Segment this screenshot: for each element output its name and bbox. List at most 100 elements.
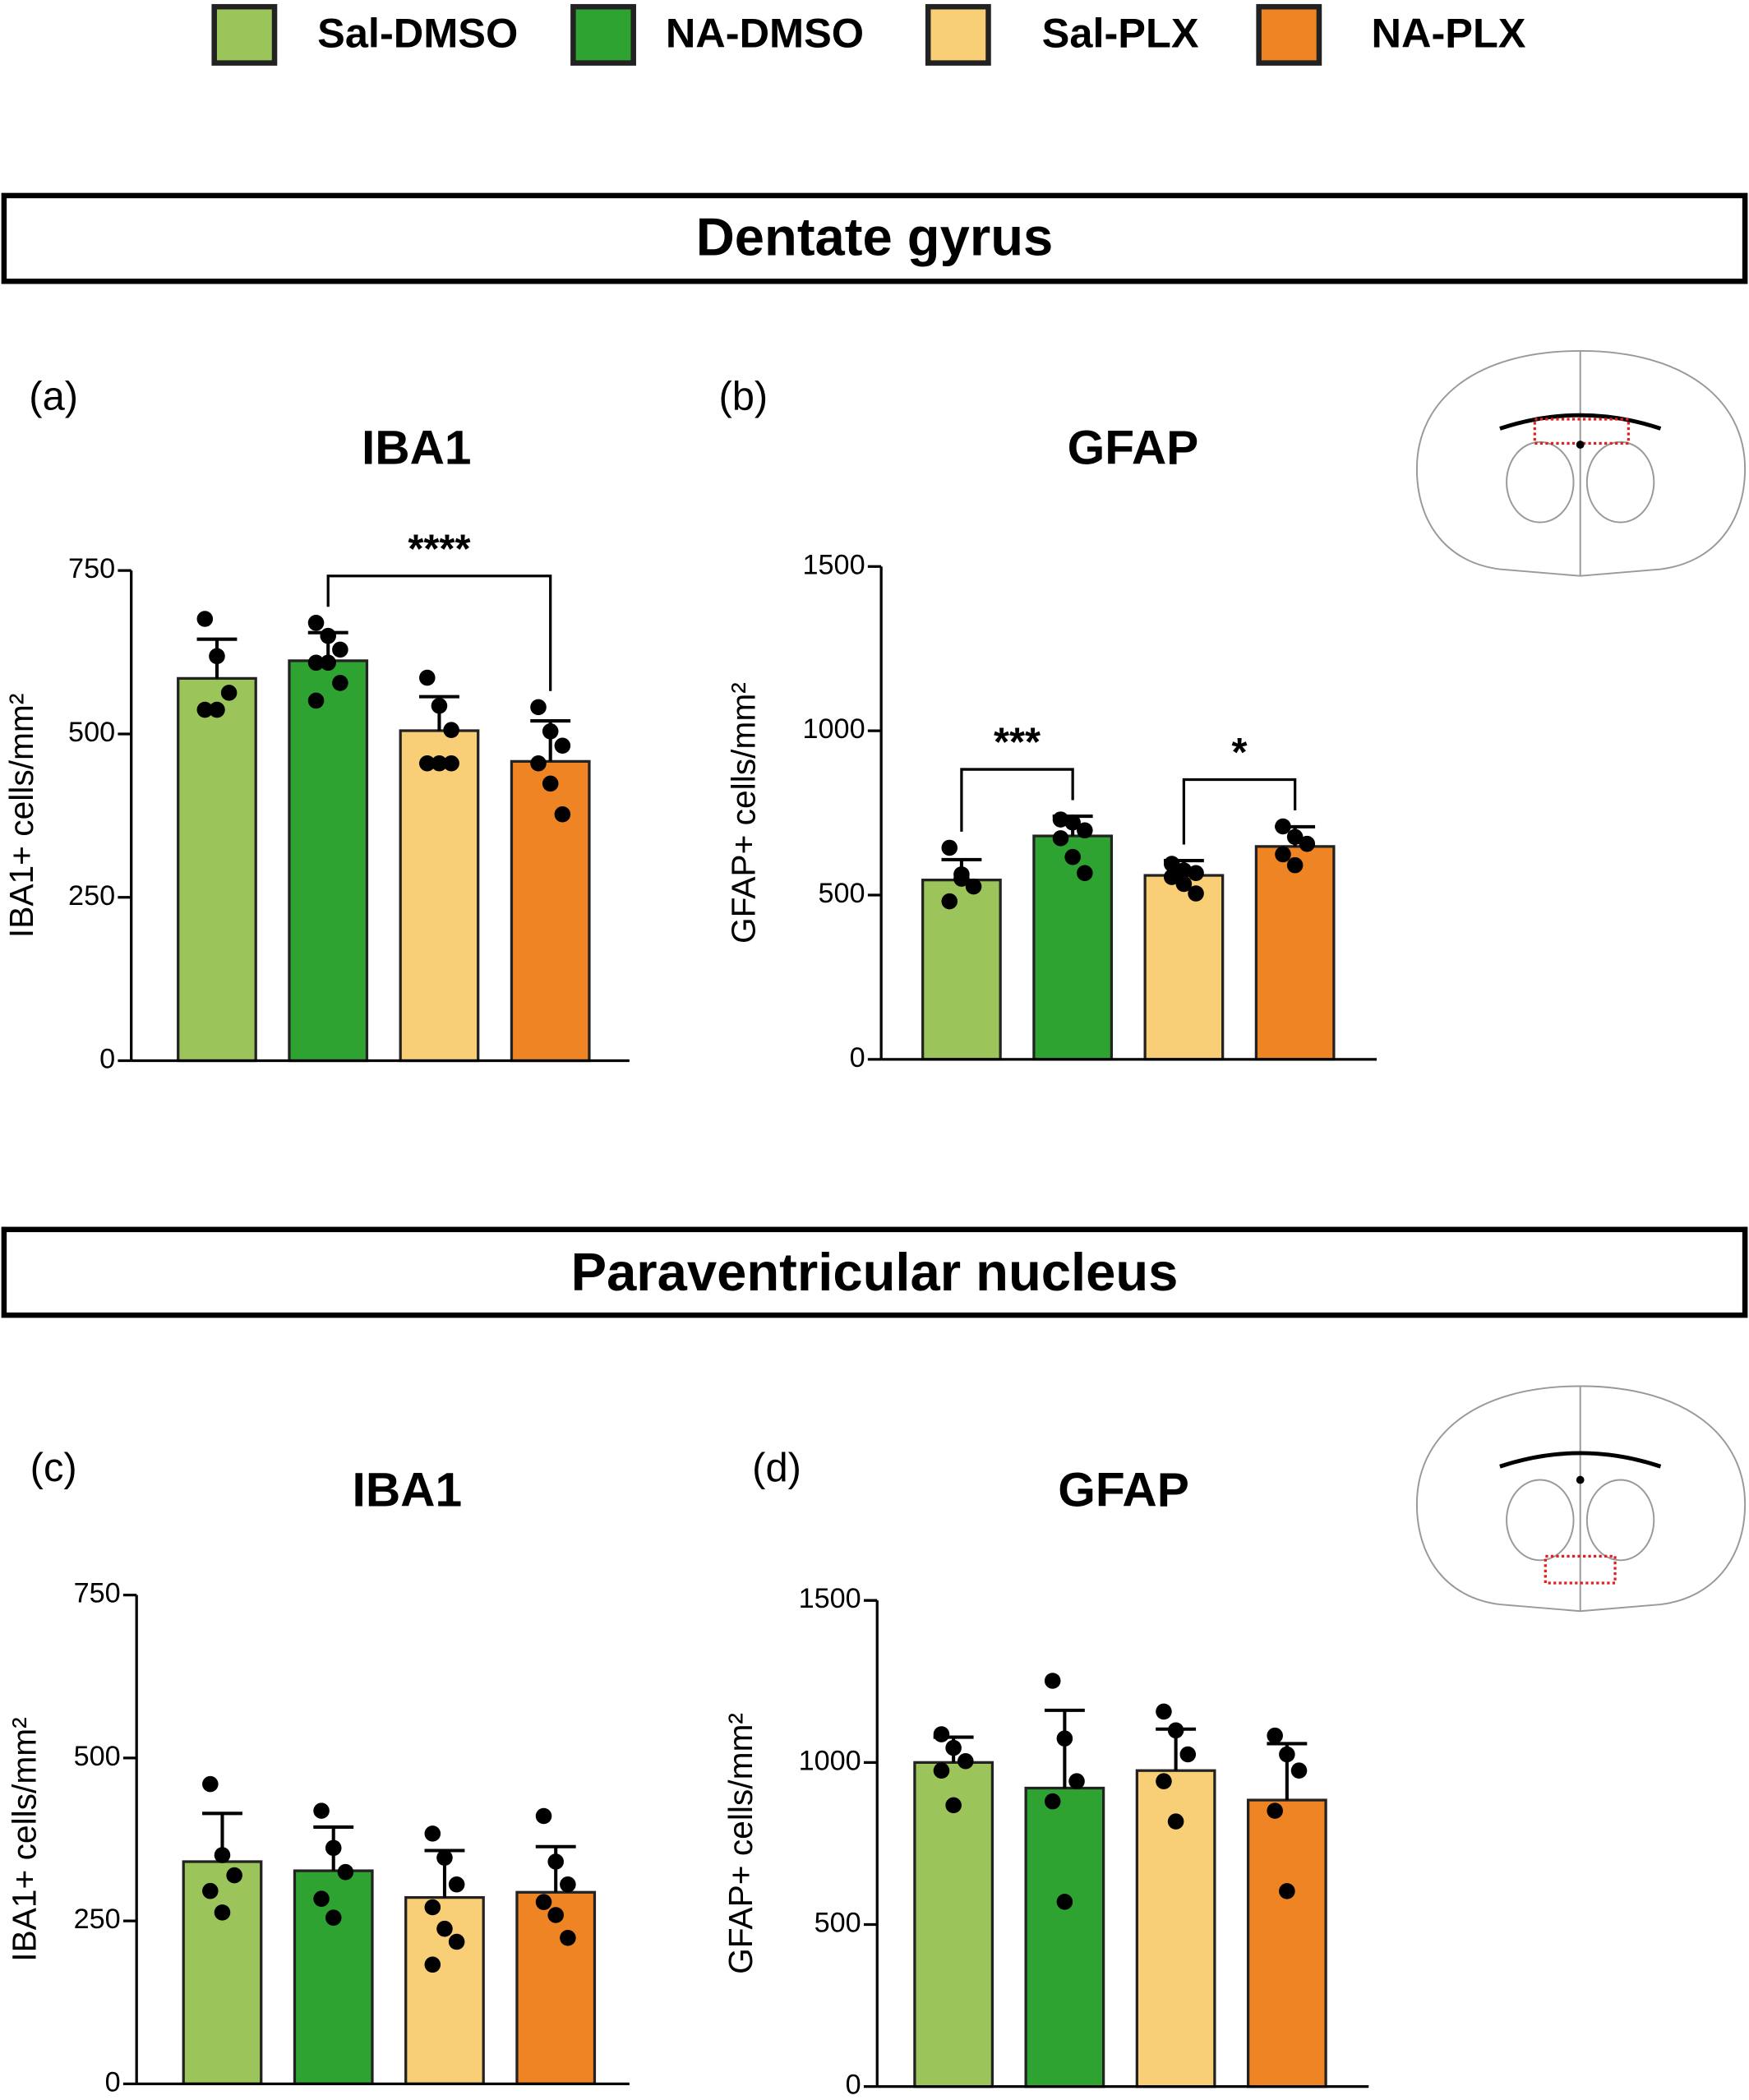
section-box: [1, 1226, 1748, 1318]
y-tick-label: 250: [74, 1904, 121, 1935]
data-point: [209, 648, 225, 665]
data-point: [214, 1847, 231, 1863]
significance-label: ***: [994, 721, 1041, 765]
bar: [288, 659, 369, 1063]
bar: [177, 676, 257, 1063]
bar: [515, 1890, 597, 2086]
data-point: [220, 685, 238, 701]
data-point: [1167, 1813, 1184, 1830]
legend-label: Sal-DMSO: [317, 9, 518, 56]
data-point: [1044, 1793, 1061, 1810]
data-point: [209, 701, 225, 718]
data-point: [530, 755, 547, 772]
significance-label: ****: [408, 527, 470, 571]
bar: [293, 1869, 374, 2086]
significance-bracket: [1182, 778, 1297, 845]
chart-title: GFAP: [1058, 1463, 1189, 1516]
data-point: [443, 755, 459, 772]
data-point: [196, 701, 214, 718]
panel-label: (d): [752, 1446, 801, 1490]
data-point: [424, 1899, 441, 1916]
data-point: [560, 1876, 576, 1893]
data-point: [1267, 1802, 1283, 1819]
data-point: [1068, 1773, 1085, 1789]
legend-swatch: [211, 3, 278, 66]
data-point: [933, 1726, 950, 1742]
data-point: [1077, 822, 1093, 839]
y-tick-label: 0: [99, 1044, 115, 1075]
data-point: [448, 1876, 465, 1893]
y-tick-label: 0: [850, 1042, 865, 1073]
data-point: [313, 1802, 330, 1819]
data-point: [953, 870, 970, 887]
data-point: [325, 1909, 342, 1926]
legend-swatch: [570, 3, 636, 66]
data-point: [1275, 818, 1291, 835]
data-point: [320, 627, 336, 644]
significance-bracket: [326, 575, 552, 691]
data-point: [1179, 1746, 1197, 1763]
data-point: [547, 1853, 564, 1870]
bar: [1032, 834, 1114, 1061]
panel-label: (c): [30, 1446, 77, 1490]
bar: [1024, 1786, 1105, 2088]
bar: [1246, 1798, 1327, 2088]
data-point: [313, 1890, 330, 1907]
significance-bracket: [960, 768, 1074, 832]
data-point: [1163, 856, 1180, 872]
data-point: [1056, 1894, 1073, 1910]
y-tick-label: 500: [68, 717, 115, 748]
data-point: [332, 641, 348, 658]
data-point: [1286, 828, 1304, 846]
data-point: [436, 1920, 453, 1937]
bar: [921, 879, 1002, 1061]
data-point: [941, 839, 958, 856]
data-point: [431, 697, 448, 714]
data-point: [214, 1904, 231, 1921]
y-axis-label: GFAP+ cells/mm²: [722, 1713, 759, 1974]
y-tick-label: 0: [105, 2066, 121, 2098]
data-point: [196, 611, 214, 627]
data-point: [958, 1752, 974, 1770]
section-box: [1, 192, 1748, 284]
y-axis-label: IBA1+ cells/mm²: [2, 694, 40, 939]
legend-swatch: [1256, 3, 1322, 66]
data-point: [1299, 835, 1316, 852]
legend-label: Sal-PLX: [1042, 9, 1199, 56]
data-point: [436, 1849, 453, 1867]
data-point: [965, 878, 982, 895]
data-point: [1188, 865, 1204, 882]
y-tick-label: 1500: [799, 1583, 861, 1614]
data-point: [1175, 862, 1193, 879]
y-tick-label: 1500: [803, 549, 865, 580]
data-point: [1175, 875, 1193, 893]
data-point: [933, 1762, 950, 1779]
data-point: [1290, 1762, 1308, 1779]
data-point: [554, 805, 571, 823]
brain-diagram: [1415, 349, 1747, 577]
data-point: [1064, 848, 1081, 865]
bar: [1254, 845, 1336, 1061]
data-point: [1163, 869, 1180, 885]
y-axis-label: IBA1+ cells/mm²: [5, 1717, 43, 1962]
data-point: [1077, 865, 1093, 882]
section-title: Dentate gyrus: [696, 207, 1054, 267]
data-point: [1056, 1730, 1073, 1747]
bar: [182, 1860, 263, 2086]
data-point: [945, 1797, 962, 1814]
bar: [399, 729, 480, 1063]
data-point: [332, 675, 348, 691]
data-point: [945, 1739, 962, 1756]
data-point: [941, 893, 958, 910]
data-point: [424, 1956, 441, 1973]
chart-title: IBA1: [362, 422, 472, 475]
panel-label: (b): [718, 375, 768, 419]
data-point: [320, 654, 336, 672]
data-point: [202, 1882, 219, 1899]
data-point: [424, 1825, 441, 1842]
y-axis-label: GFAP+ cells/mm²: [724, 682, 762, 944]
data-point: [547, 1907, 564, 1923]
data-point: [1156, 1703, 1172, 1720]
y-tick-label: 500: [815, 1908, 861, 1939]
data-point: [1052, 830, 1069, 847]
